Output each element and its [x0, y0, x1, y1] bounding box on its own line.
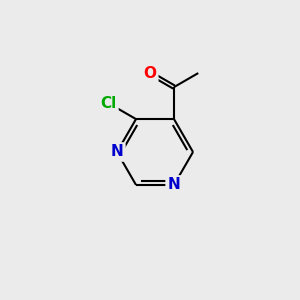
Text: N: N	[168, 177, 180, 192]
Text: Cl: Cl	[100, 96, 116, 111]
Text: N: N	[111, 145, 123, 160]
Text: O: O	[143, 66, 156, 81]
